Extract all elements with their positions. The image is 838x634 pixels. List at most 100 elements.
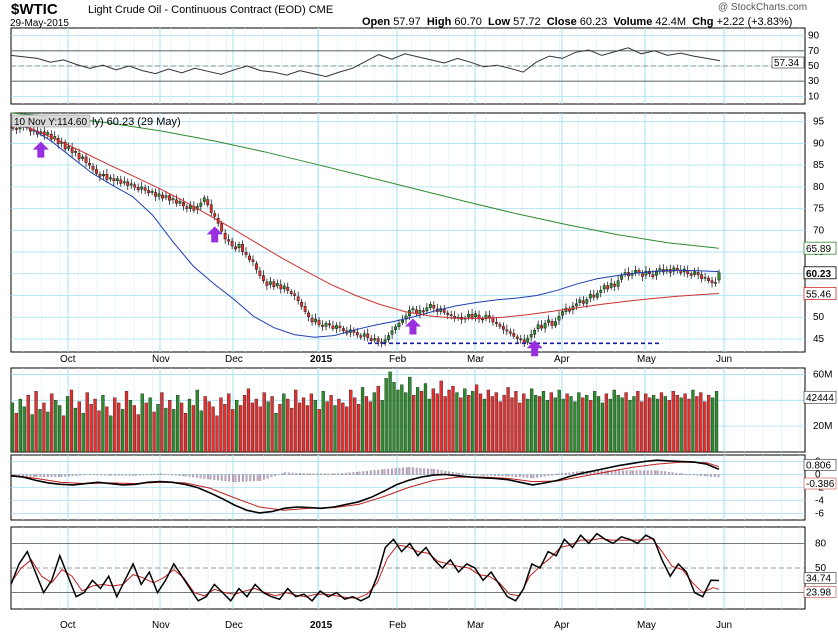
volume-bar <box>254 398 258 453</box>
volume-bar <box>412 394 416 453</box>
candle-body <box>658 268 662 271</box>
volume-bar <box>423 383 428 453</box>
volume-bar <box>372 392 376 453</box>
volume-bar <box>286 398 290 453</box>
volume-bar <box>392 382 396 453</box>
macd-histogram-bar <box>536 474 539 478</box>
candle-body <box>498 324 502 327</box>
candle-body <box>533 330 537 335</box>
volume-bar <box>506 387 510 453</box>
macd-histogram-bar <box>299 473 301 475</box>
volume-bar <box>710 397 715 453</box>
macd-histogram-bar <box>341 473 344 475</box>
volume-bar <box>703 401 707 453</box>
macd-histogram-bar <box>356 471 359 475</box>
rsi-y-tick: 50 <box>808 61 820 72</box>
volume-bar <box>644 393 648 453</box>
candle-body <box>602 285 606 290</box>
volume-bar <box>274 413 278 453</box>
volume-bar <box>349 389 353 453</box>
rsi-last-value: 57.34 <box>774 58 799 69</box>
volume-bar <box>553 397 557 453</box>
candle-body <box>213 213 217 217</box>
candle-body <box>262 275 265 281</box>
price-y-tick: 85 <box>813 160 825 171</box>
volume-bar <box>160 392 164 453</box>
volume-bar <box>695 396 699 453</box>
candle-body <box>446 312 450 315</box>
candle-body <box>237 244 241 249</box>
volume-bar <box>541 391 546 453</box>
candle-body <box>112 178 116 181</box>
stoch-y-tick: 80 <box>815 538 827 549</box>
legend-close-text: ly) 60.23 (29 May) <box>92 116 181 128</box>
candle-body <box>18 127 22 130</box>
candle-body <box>505 329 509 332</box>
candle-body <box>209 204 213 213</box>
volume-bar <box>148 397 152 453</box>
candle-body <box>641 273 644 277</box>
candle-body <box>223 232 227 240</box>
candle-body <box>206 199 210 205</box>
sma300-tag: 65.89 <box>806 244 831 255</box>
chg-label: Chg <box>692 16 714 28</box>
macd-y-tick: -4 <box>815 496 824 507</box>
candle-body <box>470 313 474 318</box>
volume-bar <box>258 406 262 453</box>
volume-bar <box>109 415 113 453</box>
volume-bar <box>97 410 101 453</box>
macd-histogram-bar <box>231 474 234 482</box>
macd-histogram-bar <box>238 474 241 482</box>
candle-body <box>411 308 415 311</box>
candle-body <box>515 336 519 339</box>
high-value: 60.70 <box>454 16 482 28</box>
candle-body <box>126 181 130 186</box>
candle-body <box>366 333 370 338</box>
candle-body <box>255 263 258 270</box>
volume-bar <box>573 401 577 453</box>
candle-body <box>609 283 613 288</box>
x-tick-label: Jun <box>716 354 732 365</box>
volume-bar <box>113 397 117 453</box>
price-close-tag-box <box>803 266 837 280</box>
macd-histogram-bar <box>358 471 361 475</box>
volume-bar <box>549 392 553 453</box>
macd-histogram-bar <box>696 474 699 476</box>
volume-bar <box>270 396 274 453</box>
volume-bar <box>439 380 443 453</box>
symbol-label: $WTIC <box>11 1 58 18</box>
volume-bar <box>305 405 310 453</box>
macd-histogram-bar <box>320 473 322 475</box>
candle-body <box>508 331 512 334</box>
rsi-last-tag-box <box>771 56 805 69</box>
volume-bar <box>632 396 636 453</box>
volume-bar <box>309 393 314 453</box>
macd-histogram-bar <box>505 474 508 477</box>
macd-histogram-bar <box>178 474 181 476</box>
candle-body <box>543 323 547 329</box>
candle-body <box>300 301 304 307</box>
price-y-tick: 90 <box>813 138 825 149</box>
volume-bar <box>353 397 357 453</box>
macd-histogram-bar <box>125 474 127 476</box>
volume-bar <box>85 392 89 453</box>
volume-bar <box>648 397 652 453</box>
macd-histogram-bar <box>337 473 340 475</box>
volume-bar <box>246 388 251 453</box>
arrow-shape <box>32 141 49 158</box>
macd-histogram-bar <box>345 472 347 475</box>
volume-bar <box>612 389 616 453</box>
volume-bar <box>447 389 451 453</box>
volume-bar <box>38 409 42 453</box>
candle-body <box>467 313 470 318</box>
candle-body <box>554 321 557 326</box>
macd-histogram-bar <box>654 470 657 475</box>
x-tick-label-bottom: Nov <box>152 620 170 631</box>
volume-bar <box>537 396 542 453</box>
volume-bar <box>211 406 215 453</box>
stockcharts-watermark: @ StockCharts.com <box>718 2 808 13</box>
macd-histogram-bar <box>135 474 137 476</box>
macd-histogram-bar <box>163 474 166 475</box>
instrument-title: Light Crude Oil - Continuous Contract (E… <box>88 4 306 16</box>
volume-bar <box>687 398 691 453</box>
